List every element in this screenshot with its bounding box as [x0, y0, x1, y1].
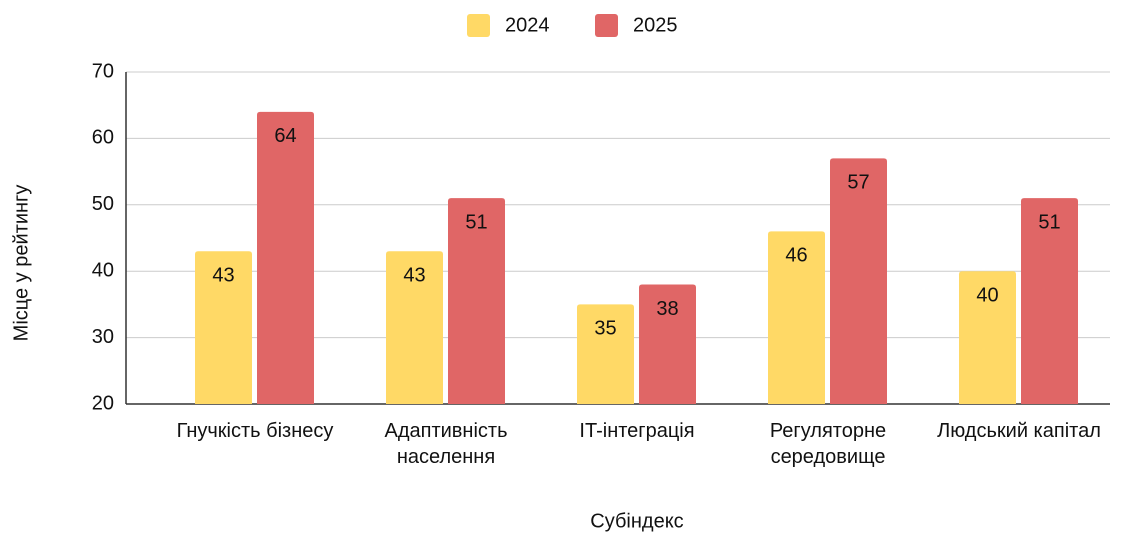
bar — [448, 198, 505, 404]
y-tick-label: 60 — [92, 127, 114, 149]
legend-swatch — [467, 14, 490, 37]
x-tick-label: Людський капітал — [937, 420, 1101, 442]
data-label: 43 — [403, 265, 425, 287]
legend-swatch — [595, 14, 618, 37]
data-label: 38 — [656, 298, 678, 320]
data-label: 35 — [594, 318, 616, 340]
y-tick-label: 50 — [92, 193, 114, 215]
data-label: 46 — [785, 245, 807, 267]
bar — [639, 284, 696, 404]
y-axis-title: Місце у рейтингу — [10, 185, 32, 342]
x-tick-label: Регуляторне середовище — [769, 420, 887, 468]
data-label: 40 — [976, 284, 998, 306]
y-tick-label: 40 — [92, 259, 114, 281]
data-label: 51 — [1038, 211, 1060, 233]
x-tick-label: IT-інтеграція — [579, 420, 695, 442]
data-label: 43 — [212, 265, 234, 287]
y-tick-label: 70 — [92, 60, 114, 82]
data-label: 64 — [274, 125, 296, 147]
bar — [257, 111, 314, 404]
bar — [195, 251, 252, 404]
bar — [959, 271, 1016, 404]
bar — [577, 304, 634, 404]
x-axis-title: Субіндекс — [590, 510, 683, 532]
legend-label: 2024 — [505, 14, 550, 36]
y-tick-label: 20 — [92, 392, 114, 414]
data-label: 57 — [847, 172, 869, 194]
legend-label: 2025 — [633, 14, 678, 36]
bar — [830, 158, 887, 404]
x-tick-label: Гнучкість бізнесу — [176, 420, 334, 442]
bar — [386, 251, 443, 404]
x-tick-label: Адаптивність населення — [384, 420, 508, 468]
data-label: 51 — [465, 211, 487, 233]
bar — [1021, 198, 1078, 404]
y-tick-label: 30 — [92, 326, 114, 348]
bar — [768, 231, 825, 404]
